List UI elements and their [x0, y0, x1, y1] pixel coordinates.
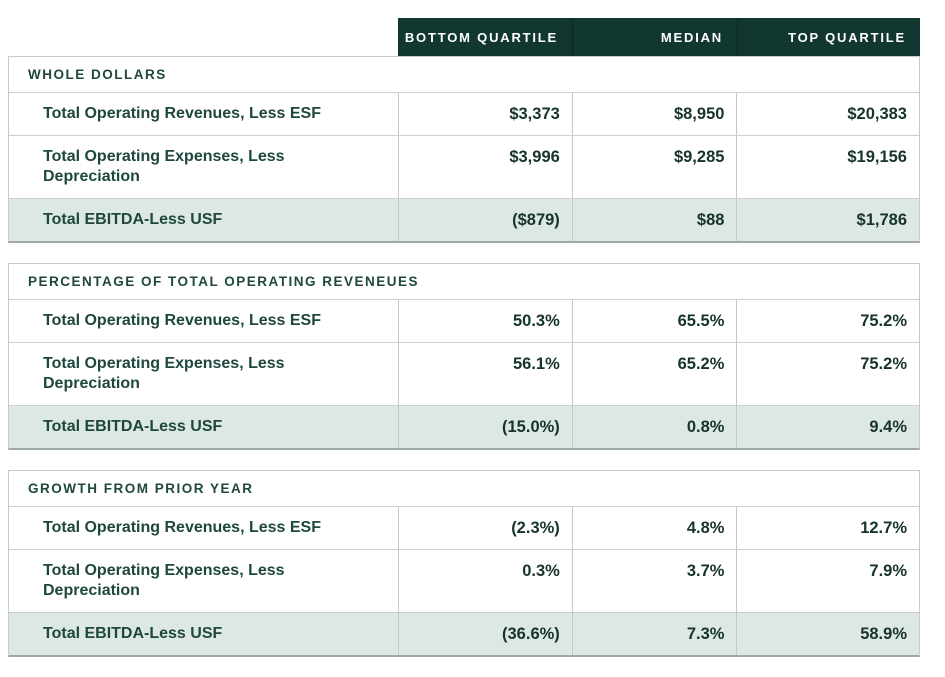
section-title: PERCENTAGE OF TOTAL OPERATING REVENEUES	[28, 274, 420, 289]
table-row-highlighted: Total EBITDA-Less USF (15.0%) 0.8% 9.4%	[9, 405, 919, 448]
cell-value: 0.3%	[398, 550, 572, 612]
cell-value: $19,156	[736, 136, 919, 198]
section-growth-from-prior-year: GROWTH FROM PRIOR YEAR Total Operating R…	[8, 470, 920, 657]
table-row-highlighted: Total EBITDA-Less USF (36.6%) 7.3% 58.9%	[9, 612, 919, 655]
row-label: Total Operating Expenses, Less Depreciat…	[43, 562, 285, 599]
row-label: Total EBITDA-Less USF	[43, 211, 223, 228]
table-row: Total Operating Expenses, Less Depreciat…	[9, 549, 919, 612]
column-header-bottom-quartile: BOTTOM QUARTILE	[404, 29, 558, 45]
cell-value: 12.7%	[736, 507, 919, 549]
row-label: Total Operating Revenues, Less ESF	[43, 105, 321, 122]
cell-value: 65.5%	[571, 300, 737, 342]
cell-value: 7.9%	[736, 550, 919, 612]
column-header-bar: BOTTOM QUARTILE MEDIAN TOP QUARTILE	[398, 18, 920, 56]
cell-value: 9.4%	[736, 406, 919, 448]
row-label: Total Operating Revenues, Less ESF	[43, 312, 321, 329]
cell-value: $8,950	[571, 93, 737, 135]
cell-value: $3,996	[398, 136, 572, 198]
column-header-top-quartile: TOP QUARTILE	[737, 18, 920, 56]
benchmark-table: BOTTOM QUARTILE MEDIAN TOP QUARTILE WHOL…	[8, 18, 920, 677]
cell-value: 65.2%	[571, 343, 737, 405]
row-label: Total Operating Revenues, Less ESF	[43, 519, 321, 536]
table-row: Total Operating Expenses, Less Depreciat…	[9, 135, 919, 198]
cell-value: $3,373	[398, 93, 572, 135]
cell-value: $88	[571, 199, 737, 241]
table-row: Total Operating Revenues, Less ESF (2.3%…	[9, 506, 919, 549]
cell-value: $20,383	[736, 93, 919, 135]
cell-value: $1,786	[736, 199, 919, 241]
section-title: WHOLE DOLLARS	[28, 67, 167, 82]
cell-value: 3.7%	[571, 550, 737, 612]
row-label: Total EBITDA-Less USF	[43, 418, 223, 435]
section-title: GROWTH FROM PRIOR YEAR	[28, 481, 254, 496]
table-row: Total Operating Revenues, Less ESF 50.3%…	[9, 299, 919, 342]
cell-value: 7.3%	[571, 613, 737, 655]
cell-value: 56.1%	[398, 343, 572, 405]
cell-value: 0.8%	[571, 406, 737, 448]
table-row-highlighted: Total EBITDA-Less USF ($879) $88 $1,786	[9, 198, 919, 241]
row-label: Total Operating Expenses, Less Depreciat…	[43, 148, 285, 185]
column-header-median: MEDIAN	[572, 18, 737, 56]
cell-value: $9,285	[571, 136, 737, 198]
row-label: Total EBITDA-Less USF	[43, 625, 223, 642]
cell-value: (36.6%)	[398, 613, 572, 655]
cell-value: 75.2%	[736, 300, 919, 342]
section-whole-dollars: WHOLE DOLLARS Total Operating Revenues, …	[8, 56, 920, 243]
section-percentage-of-revenues: PERCENTAGE OF TOTAL OPERATING REVENEUES …	[8, 263, 920, 450]
table-row: Total Operating Revenues, Less ESF $3,37…	[9, 92, 919, 135]
cell-value: 4.8%	[571, 507, 737, 549]
cell-value: ($879)	[398, 199, 572, 241]
table-row: Total Operating Expenses, Less Depreciat…	[9, 342, 919, 405]
cell-value: 75.2%	[736, 343, 919, 405]
cell-value: 50.3%	[398, 300, 572, 342]
cell-value: (15.0%)	[398, 406, 572, 448]
cell-value: 58.9%	[736, 613, 919, 655]
cell-value: (2.3%)	[398, 507, 572, 549]
row-label: Total Operating Expenses, Less Depreciat…	[43, 355, 285, 392]
